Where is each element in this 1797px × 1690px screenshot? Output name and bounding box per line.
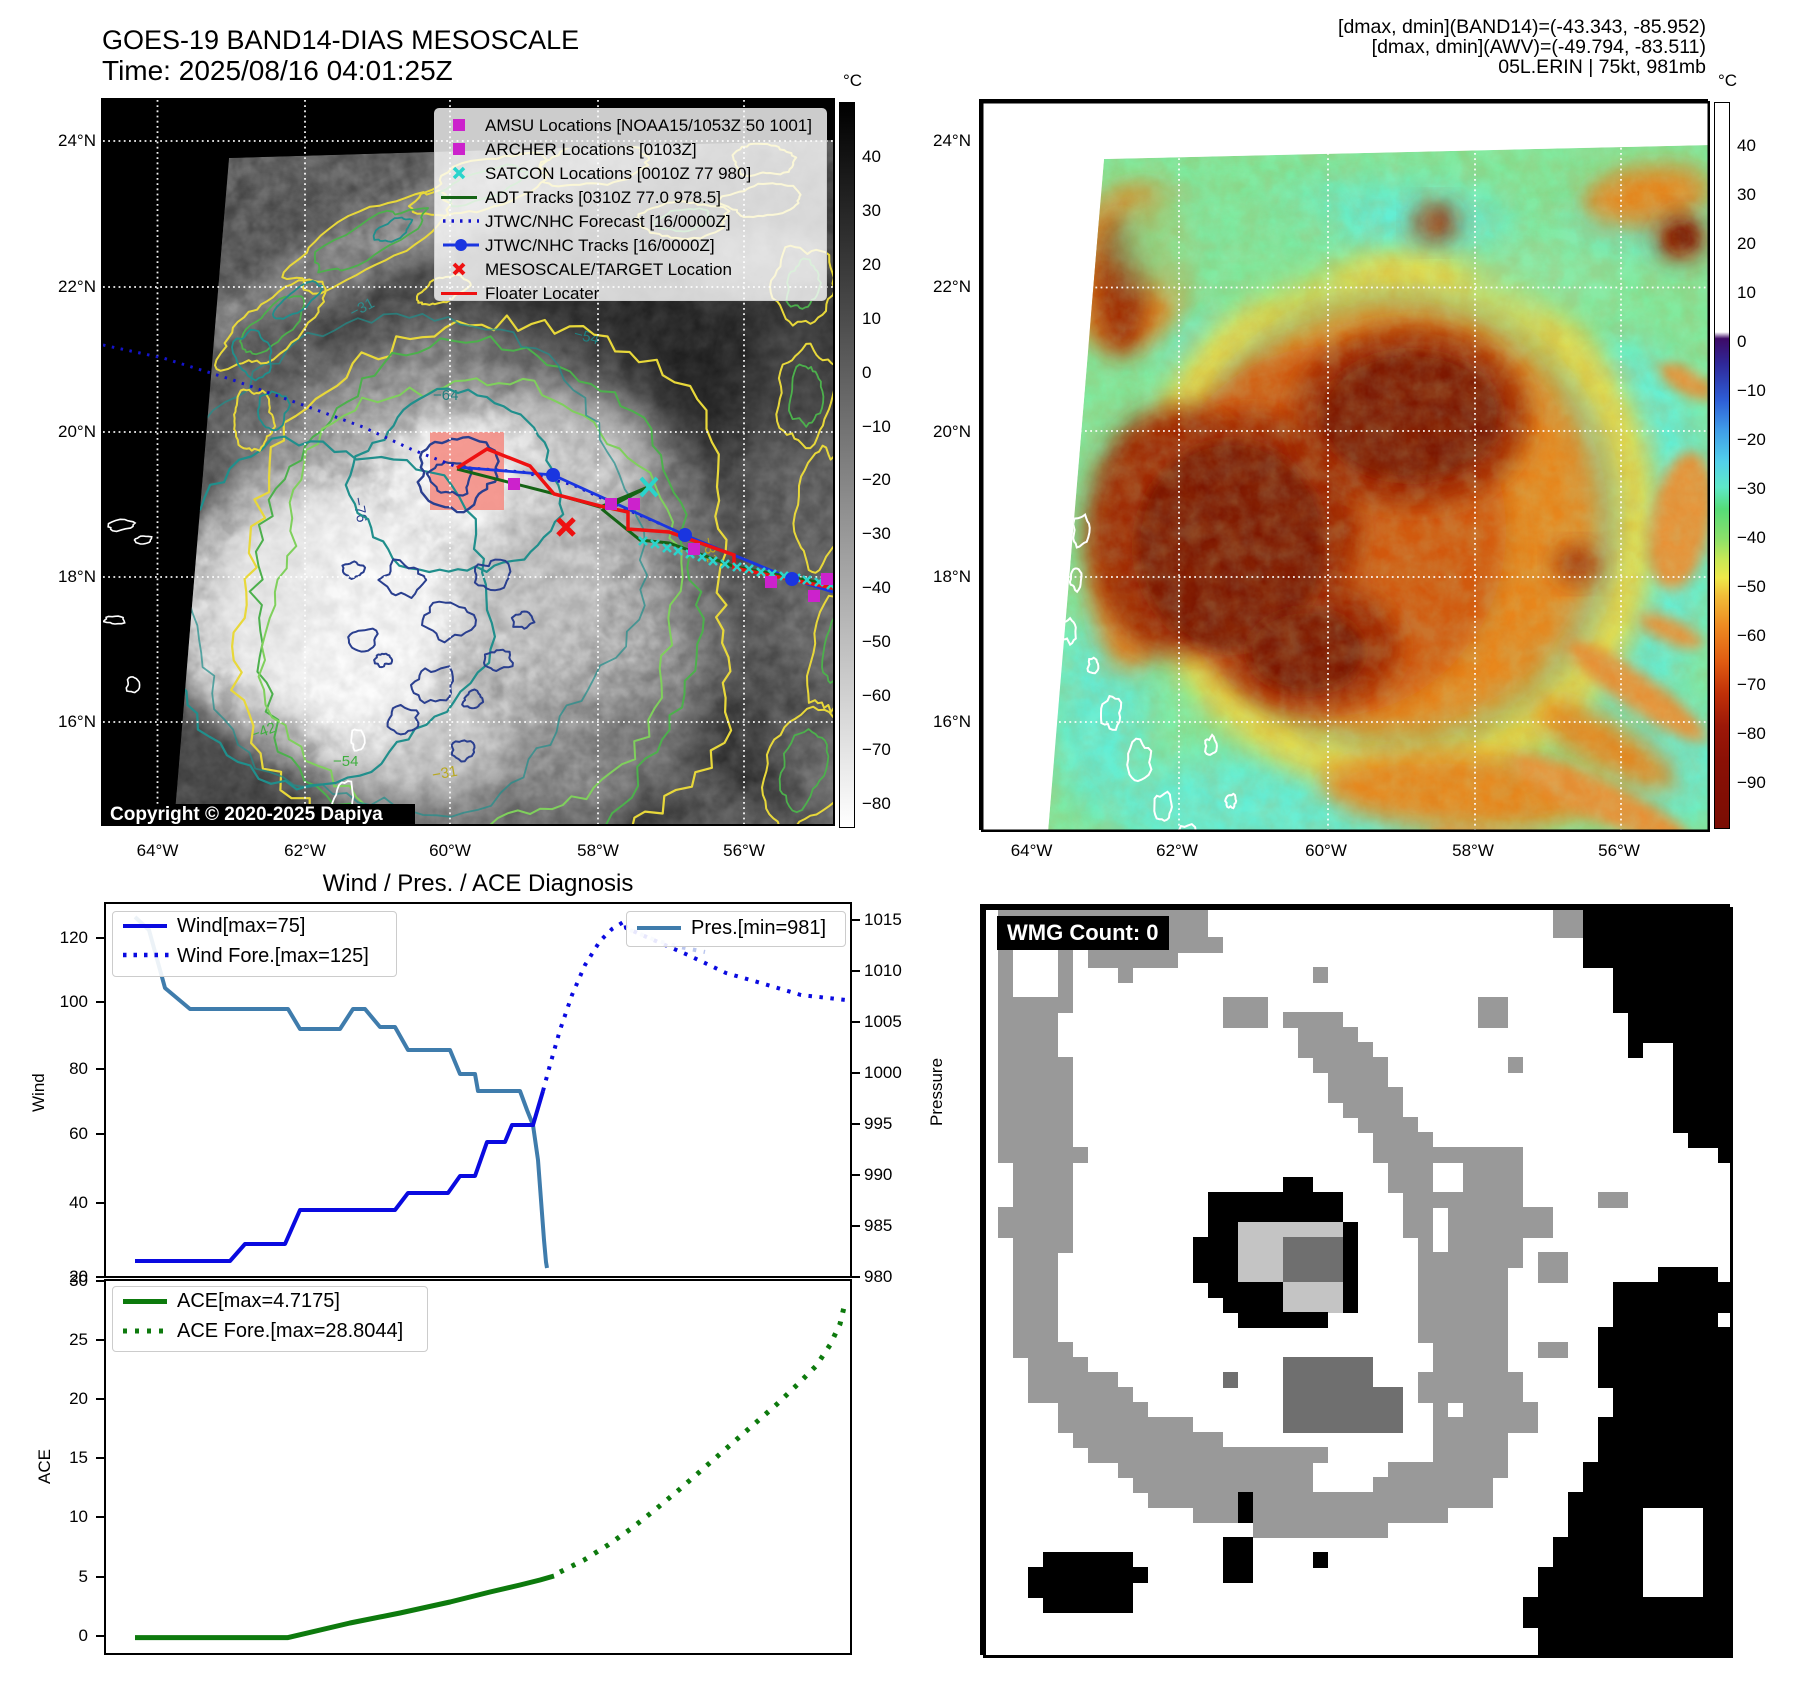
svg-text:−54: −54 xyxy=(333,753,358,770)
svg-text:−31: −31 xyxy=(431,763,459,784)
svg-text:−54: −54 xyxy=(572,325,601,348)
